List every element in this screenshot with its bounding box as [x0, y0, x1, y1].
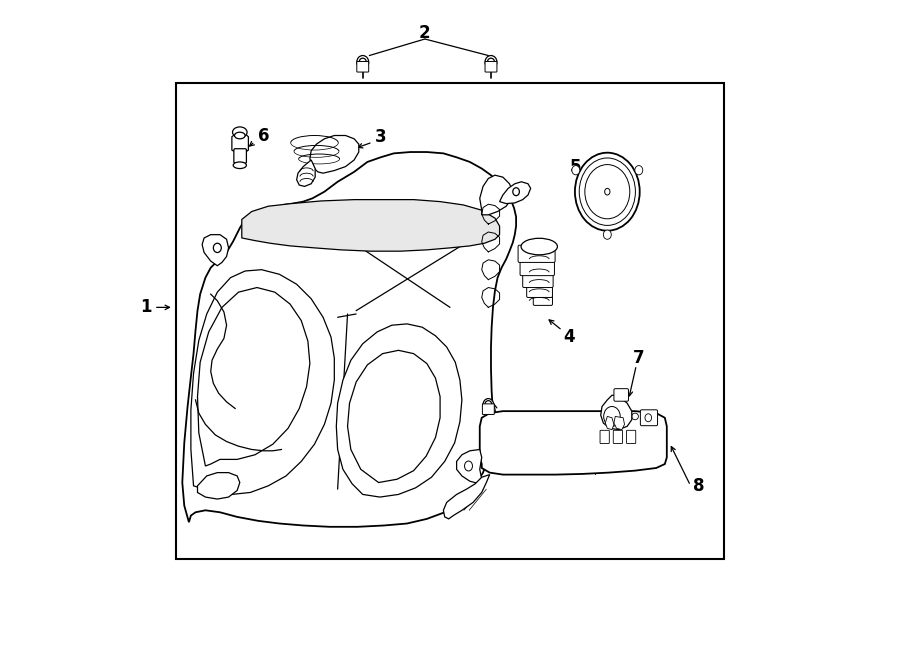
- Polygon shape: [242, 200, 500, 251]
- Polygon shape: [614, 416, 625, 430]
- FancyBboxPatch shape: [234, 149, 247, 163]
- Text: 4: 4: [563, 328, 575, 346]
- Ellipse shape: [356, 56, 369, 69]
- Bar: [176, 83, 725, 559]
- Polygon shape: [606, 416, 614, 430]
- FancyBboxPatch shape: [626, 430, 635, 444]
- Ellipse shape: [488, 58, 495, 66]
- FancyBboxPatch shape: [534, 295, 553, 305]
- Polygon shape: [232, 132, 248, 153]
- FancyBboxPatch shape: [614, 389, 628, 401]
- Ellipse shape: [634, 166, 643, 175]
- Polygon shape: [456, 449, 482, 484]
- Polygon shape: [297, 160, 315, 186]
- Polygon shape: [337, 324, 462, 497]
- Ellipse shape: [572, 166, 580, 175]
- Polygon shape: [183, 152, 516, 527]
- Ellipse shape: [632, 413, 638, 420]
- FancyBboxPatch shape: [600, 430, 609, 444]
- Ellipse shape: [605, 188, 610, 195]
- Ellipse shape: [575, 153, 640, 231]
- Text: 1: 1: [140, 298, 152, 317]
- Polygon shape: [480, 411, 667, 475]
- FancyBboxPatch shape: [613, 430, 623, 444]
- Ellipse shape: [618, 413, 626, 420]
- Ellipse shape: [235, 132, 245, 139]
- Ellipse shape: [521, 239, 557, 254]
- Polygon shape: [310, 136, 359, 173]
- FancyBboxPatch shape: [520, 260, 554, 276]
- Polygon shape: [197, 288, 310, 466]
- Polygon shape: [347, 350, 440, 483]
- Ellipse shape: [645, 414, 652, 422]
- FancyBboxPatch shape: [523, 273, 554, 288]
- FancyBboxPatch shape: [485, 61, 497, 72]
- Polygon shape: [191, 270, 334, 494]
- Polygon shape: [197, 473, 239, 499]
- Ellipse shape: [232, 127, 248, 137]
- Text: 8: 8: [693, 477, 705, 495]
- Text: 6: 6: [257, 126, 269, 145]
- FancyBboxPatch shape: [518, 245, 555, 262]
- Text: 3: 3: [374, 128, 386, 147]
- FancyBboxPatch shape: [526, 285, 553, 297]
- Ellipse shape: [603, 230, 611, 239]
- Ellipse shape: [359, 58, 366, 66]
- Ellipse shape: [485, 56, 497, 69]
- Text: 5: 5: [570, 157, 581, 176]
- Ellipse shape: [483, 399, 493, 410]
- FancyBboxPatch shape: [482, 404, 494, 414]
- Ellipse shape: [604, 407, 620, 426]
- Polygon shape: [500, 182, 531, 204]
- Polygon shape: [600, 395, 632, 430]
- Ellipse shape: [233, 162, 247, 169]
- Ellipse shape: [513, 188, 519, 196]
- Polygon shape: [202, 235, 229, 266]
- FancyBboxPatch shape: [641, 410, 658, 426]
- Text: 2: 2: [419, 24, 431, 42]
- Polygon shape: [444, 475, 490, 519]
- Text: 9: 9: [507, 440, 518, 459]
- FancyBboxPatch shape: [356, 61, 369, 72]
- Text: 7: 7: [634, 349, 645, 368]
- Ellipse shape: [580, 158, 635, 225]
- Polygon shape: [480, 175, 513, 215]
- Ellipse shape: [604, 413, 610, 420]
- Ellipse shape: [585, 165, 630, 219]
- Ellipse shape: [213, 243, 221, 253]
- Ellipse shape: [464, 461, 473, 471]
- Ellipse shape: [485, 401, 491, 408]
